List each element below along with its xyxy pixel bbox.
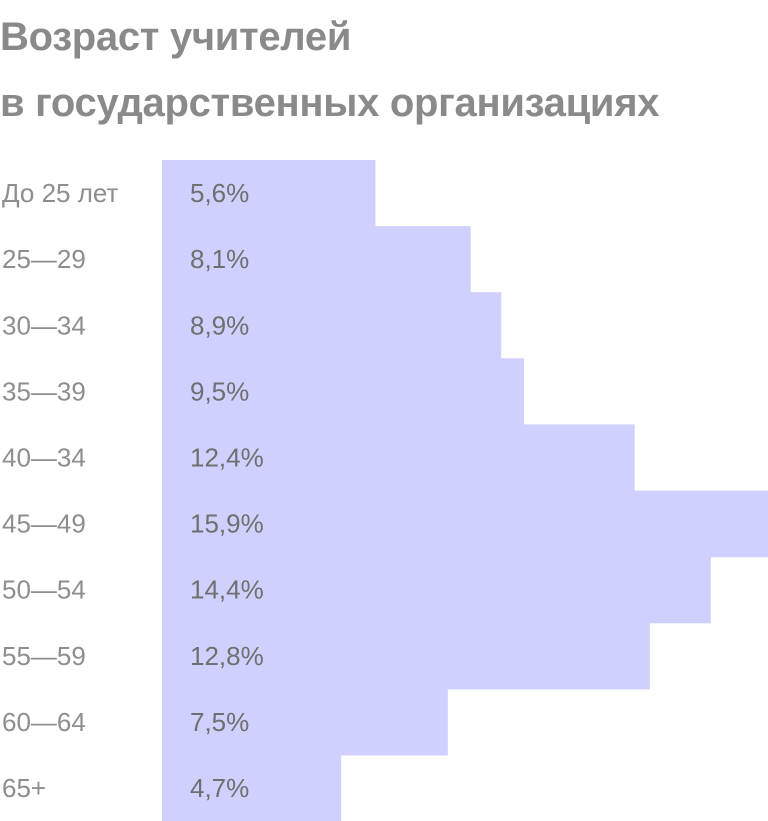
category-label-1: 25—29 bbox=[2, 244, 86, 274]
value-label-0: 5,6% bbox=[190, 178, 249, 208]
chart-title-line-1: Возраст учителей bbox=[0, 15, 352, 59]
value-label-6: 14,4% bbox=[190, 575, 264, 605]
value-label-2: 8,9% bbox=[190, 310, 249, 340]
bars-group bbox=[162, 160, 768, 821]
bar-9 bbox=[162, 754, 342, 821]
value-label-5: 15,9% bbox=[190, 509, 264, 539]
bar-1 bbox=[162, 226, 471, 293]
category-label-6: 50—54 bbox=[2, 575, 86, 605]
category-label-8: 60—64 bbox=[2, 707, 86, 737]
chart-title-line-2: в государственных организациях bbox=[0, 81, 660, 125]
value-labels: 5,6% 8,1% 8,9% 9,5% 12,4% 15,9% 14,4% 12,8% 7,5%… bbox=[190, 178, 264, 803]
bar-5 bbox=[162, 490, 768, 558]
chart-title: Возраст учителей в государственных орган… bbox=[0, 4, 768, 136]
category-label-9: 65+ bbox=[2, 773, 46, 803]
bar-2 bbox=[162, 292, 502, 359]
bar-0 bbox=[162, 160, 376, 227]
category-label-3: 35—39 bbox=[2, 376, 86, 406]
bar-8 bbox=[162, 688, 448, 756]
value-label-4: 12,4% bbox=[190, 442, 264, 472]
category-label-4: 40—34 bbox=[2, 442, 86, 472]
category-label-0: До 25 лет bbox=[2, 178, 118, 208]
bar-4 bbox=[162, 424, 635, 492]
bar-3 bbox=[162, 358, 525, 425]
bar-6 bbox=[162, 556, 711, 624]
value-label-9: 4,7% bbox=[190, 773, 249, 803]
category-label-7: 55—59 bbox=[2, 641, 86, 671]
bar-7 bbox=[162, 622, 650, 690]
category-label-2: 30—34 bbox=[2, 310, 86, 340]
value-label-8: 7,5% bbox=[190, 707, 249, 737]
category-labels: До 25 лет 25—29 30—34 35—39 40—34 45—49 50—54 5… bbox=[2, 178, 118, 803]
value-label-7: 12,8% bbox=[190, 641, 264, 671]
category-label-5: 45—49 bbox=[2, 509, 86, 539]
value-label-1: 8,1% bbox=[190, 244, 249, 274]
value-label-3: 9,5% bbox=[190, 376, 249, 406]
